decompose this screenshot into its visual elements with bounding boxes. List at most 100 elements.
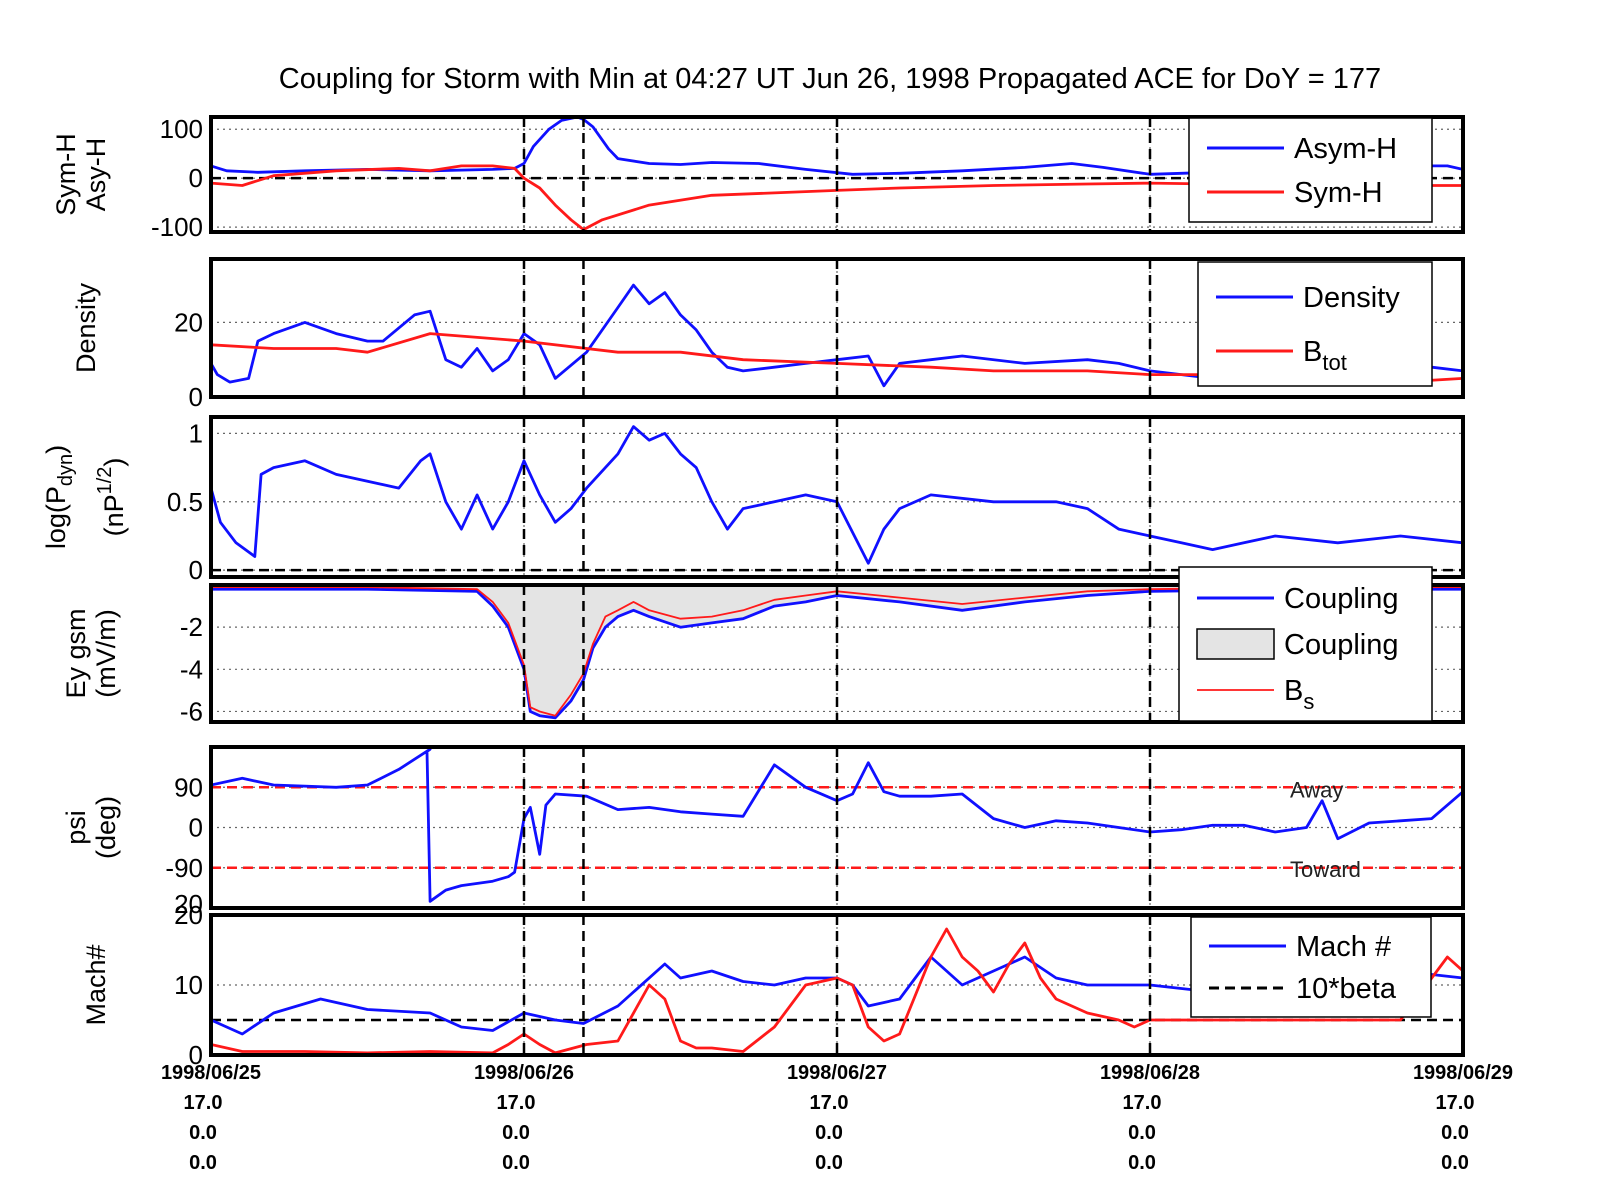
x-tick-date: 1998/06/29 (1413, 1062, 1513, 1084)
legend-label: Bs (1284, 675, 1314, 714)
y-axis-label: Asy-H (81, 138, 111, 212)
y-tick-label: -6 (180, 696, 203, 726)
legend-box (1197, 261, 1433, 387)
x-tick-line: 0.0 (189, 1122, 217, 1144)
legend-box (1190, 916, 1432, 1018)
x-tick-line: 17.0 (810, 1092, 849, 1114)
y-axis-label-sup: 1/2 (94, 467, 116, 495)
x-tick-date: 1998/06/27 (787, 1062, 887, 1084)
panel-ey: -2 -4 -6 Ey gsm (mV/m) Coupling Coupling Bs (61, 566, 1465, 726)
x-tick-line: 17.0 (497, 1092, 536, 1114)
y-axis-label: log(Pdyn) (41, 445, 77, 549)
x-tick-line: 0.0 (189, 1152, 217, 1174)
x-tick-line: 17.0 (1123, 1092, 1162, 1114)
legend-label: Asym-H (1294, 133, 1397, 165)
legend-label: Btot (1303, 336, 1347, 375)
x-tick-date: 1998/06/28 (1100, 1062, 1200, 1084)
y-axis-label-sub: dyn (55, 454, 77, 486)
y-tick-label: 20 (174, 307, 203, 337)
y-tick-label: 20 (174, 889, 203, 919)
y-axis-label: (mV/m) (91, 609, 121, 697)
y-axis-label: Mach# (81, 944, 111, 1025)
y-tick-label: 0 (189, 555, 203, 585)
figure-title: Coupling for Storm with Min at 04:27 UT … (279, 63, 1381, 95)
x-tick-date: 1998/06/26 (474, 1062, 574, 1084)
y-tick-label: 100 (160, 114, 203, 144)
legend-label-main: Mach # (1296, 931, 1391, 963)
y-tick-label: 0 (189, 382, 203, 412)
legend-label: Sym-H (1294, 177, 1383, 209)
y-axis-label: psi (61, 810, 91, 845)
x-tick-line: 0.0 (815, 1122, 843, 1144)
legend-label-main: Sym-H (1294, 177, 1383, 209)
y-tick-label: -4 (180, 654, 203, 684)
x-tick-line: 0.0 (1441, 1122, 1469, 1144)
x-tick-line: 0.0 (1128, 1122, 1156, 1144)
y-axis-label: Sym-H (51, 133, 81, 216)
y-tick-label: 0 (189, 813, 203, 843)
panel-frame (209, 913, 1465, 1057)
y-axis-label-part: ) (99, 458, 129, 467)
series-line-log-pdyn- (211, 425, 1463, 565)
y-axis-label: (nP1/2) (94, 458, 129, 537)
panel-frame (209, 115, 1465, 234)
panel-psi: 90 0 -90 Away Toward 20 psi (deg) (61, 745, 1465, 919)
y-axis-label: Density (71, 282, 101, 373)
series-line-10-beta (211, 927, 1463, 1055)
series-line-density (211, 283, 1463, 388)
panel-frame (209, 415, 1465, 579)
legend-label-sub: tot (1322, 350, 1346, 375)
legend-label-main: B (1284, 675, 1303, 707)
x-tick-line: 0.0 (1128, 1152, 1156, 1174)
x-tick-date: 1998/06/25 (161, 1062, 261, 1084)
legend: Density Btot (1197, 261, 1433, 387)
legend-box (1188, 117, 1433, 223)
legend: Asym-H Sym-H (1188, 117, 1433, 223)
x-tick-line: 0.0 (502, 1152, 530, 1174)
y-tick-label: -90 (165, 853, 203, 883)
series-line-asym-h (211, 117, 1463, 176)
series-line-mach- (211, 955, 1463, 1036)
series-line-psi (211, 747, 1463, 903)
y-tick-label: 10 (174, 970, 203, 1000)
x-tick-line: 17.0 (1436, 1092, 1475, 1114)
series-line-b (211, 586, 1463, 717)
legend: Coupling Coupling Bs (1178, 566, 1433, 722)
y-tick-label: 0 (189, 163, 203, 193)
legend-label: Coupling (1284, 583, 1398, 615)
y-tick-label: 0.5 (167, 487, 203, 517)
sector-label: Away (1290, 777, 1343, 802)
x-tick-line: 0.0 (502, 1122, 530, 1144)
y-tick-label: -100 (151, 212, 203, 242)
legend-label-main: Density (1303, 282, 1400, 314)
y-axis-label: (deg) (91, 796, 121, 859)
legend-label-main: Coupling (1284, 583, 1398, 615)
series-line-coupling (211, 587, 1463, 720)
panel-frame (209, 583, 1465, 724)
legend: Mach # 10*beta (1190, 916, 1432, 1018)
y-axis-label-part: log(P (41, 486, 71, 549)
legend-label-main: Asym-H (1294, 133, 1397, 165)
sector-label: Toward (1290, 857, 1361, 882)
x-tick-line: 0.0 (815, 1152, 843, 1174)
x-axis-labels: 1998/06/25 17.0 0.0 0.0 1998/06/26 17.0 0.0 0.0… (161, 1062, 1513, 1174)
panel-density: 20 0 Density Density Btot (71, 257, 1465, 412)
y-tick-label: 1 (189, 418, 203, 448)
legend-label: Coupling (1284, 629, 1398, 661)
legend-label-main: Coupling (1284, 629, 1398, 661)
y-axis-label-part: (nP (99, 494, 129, 536)
y-axis-label-part: ) (41, 445, 71, 454)
legend-label: 10*beta (1296, 973, 1397, 1005)
y-tick-label: 90 (174, 772, 203, 802)
legend-swatch (1196, 628, 1275, 660)
legend-label: Mach # (1296, 931, 1391, 963)
panel-frame (209, 257, 1465, 399)
legend-label: Density (1303, 282, 1400, 314)
x-tick-line: 0.0 (1441, 1152, 1469, 1174)
panel-frame (209, 745, 1465, 910)
legend-label-sub: s (1303, 689, 1314, 714)
legend-label-main: 10*beta (1296, 973, 1397, 1005)
